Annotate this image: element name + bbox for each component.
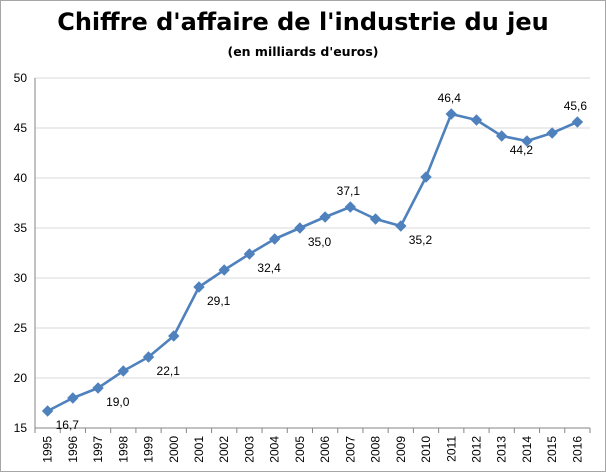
data-point: [168, 330, 180, 342]
y-tick-label: 35: [14, 221, 28, 235]
data-label: 35,2: [409, 233, 433, 247]
axes: 15 20 25 30 35 40 45 50 1995 1996 1997 1998 1999 2000…: [14, 71, 591, 463]
data-point: [193, 281, 205, 293]
x-tick-label: 2005: [293, 436, 307, 463]
x-tick-label: 2006: [318, 436, 332, 463]
data-label: 37,1: [337, 184, 361, 198]
data-label: 44,2: [510, 143, 534, 157]
y-tick-label: 20: [14, 371, 28, 385]
y-tick-label: 40: [14, 171, 28, 185]
data-label: 46,4: [438, 91, 462, 105]
x-tick-label: 2004: [268, 436, 282, 463]
x-tick-label: 2003: [242, 436, 256, 463]
data-label: 16,7: [56, 418, 80, 432]
y-tick-label: 45: [14, 121, 28, 135]
y-tick-label: 25: [14, 321, 28, 335]
data-point: [92, 382, 104, 394]
data-point: [521, 135, 533, 147]
data-point: [117, 365, 130, 377]
x-tick-label: 2007: [343, 436, 357, 463]
x-tick-label: 1998: [116, 436, 130, 463]
y-tick-label: 50: [14, 71, 28, 85]
x-tick-label: 2011: [444, 436, 458, 462]
x-tick-label: 1995: [41, 436, 55, 463]
x-tick-label: 2016: [570, 436, 584, 463]
x-tick-label: 2012: [469, 436, 483, 463]
x-tick-label: 1996: [66, 436, 80, 463]
data-point: [344, 201, 357, 213]
data-point: [319, 211, 331, 223]
y-tick-label: 15: [14, 421, 28, 435]
data-point: [470, 114, 483, 126]
x-tick-label: 2008: [369, 436, 383, 463]
data-label: 35,0: [308, 235, 332, 249]
y-tick-label: 30: [14, 271, 28, 285]
data-point: [268, 233, 281, 245]
x-tick-label: 2000: [167, 436, 181, 463]
data-label: 19,0: [106, 395, 130, 409]
data-label: 22,1: [157, 364, 181, 378]
x-tick-label: 2013: [495, 436, 509, 463]
x-tick-label: 2010: [419, 436, 433, 463]
data-labels: 16,7 19,0 22,1 29,1 32,4 35,0 37,1 35,2 46,4 44,2…: [56, 91, 588, 432]
data-point: [142, 351, 155, 363]
data-point: [495, 130, 508, 142]
gridlines: [35, 77, 590, 429]
data-point: [445, 108, 457, 120]
x-tick-label: 2014: [520, 436, 534, 463]
x-tick-label: 2001: [192, 436, 206, 463]
x-tick-label: 2009: [394, 436, 408, 463]
data-point: [546, 127, 558, 139]
chart-title: Chiffre d'affaire de l'industrie du jeu: [57, 8, 549, 36]
chart-subtitle: (en milliards d'euros): [227, 44, 379, 59]
data-label: 29,1: [207, 294, 231, 308]
data-point: [67, 392, 79, 404]
data-point: [41, 405, 54, 417]
x-tick-label: 1999: [142, 436, 156, 463]
data-label: 32,4: [257, 261, 281, 275]
data-point: [218, 264, 230, 276]
series-line: [47, 112, 578, 413]
data-point: [369, 213, 382, 225]
data-point: [420, 171, 432, 183]
series-layer: [41, 108, 584, 417]
x-tick-label: 2002: [217, 436, 231, 463]
data-point: [294, 222, 306, 234]
x-tick-label: 1997: [91, 436, 105, 463]
data-point: [571, 116, 584, 128]
data-point: [243, 248, 256, 260]
x-tick-label: 2015: [545, 436, 559, 463]
data-point: [395, 220, 407, 232]
data-label: 45,6: [564, 99, 588, 113]
